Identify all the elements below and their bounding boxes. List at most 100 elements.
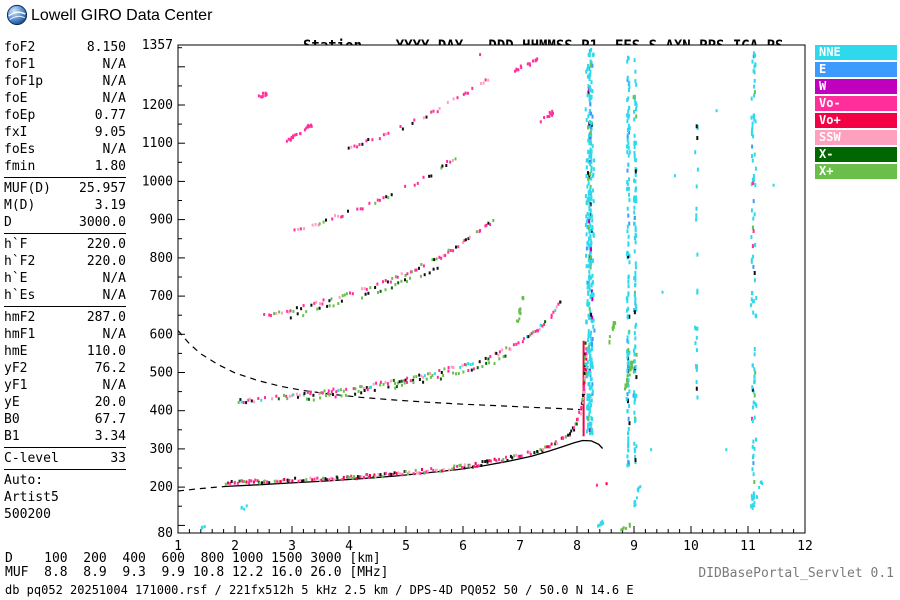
- param-label: Auto:: [4, 473, 44, 488]
- F-trace-5th-hop: [347, 78, 490, 150]
- echo-streak: [751, 480, 764, 511]
- param-label: h`F: [4, 237, 28, 252]
- param-label: foF2: [4, 40, 36, 55]
- parameter-panel: foF2 8.150 foF1 N/A foF1p N/A foE N/A foEp 0.77 fx…: [4, 39, 126, 523]
- param-label: foEp: [4, 108, 36, 123]
- param-row: hmE 110.0: [4, 343, 126, 360]
- x-tick-label: 2: [231, 539, 239, 554]
- param-label: yF2: [4, 361, 28, 376]
- param-row: fxI 9.05: [4, 124, 126, 141]
- param-row: B1 3.34: [4, 428, 126, 445]
- y-tick-label: 1000: [142, 174, 173, 189]
- param-row: D 3000.0: [4, 214, 126, 231]
- servlet-version: DIDBasePortal_Servlet 0.1: [698, 566, 894, 581]
- param-row: h`Es N/A: [4, 287, 126, 304]
- param-label: foE: [4, 91, 28, 106]
- param-value: 8.150: [86, 40, 126, 55]
- param-value: 9.05: [94, 125, 126, 140]
- param-label: MUF(D): [4, 181, 51, 196]
- param-value: N/A: [102, 327, 126, 342]
- ionogram-data: [178, 47, 775, 532]
- param-divider: [4, 306, 126, 307]
- giro-logo-icon: [6, 4, 28, 26]
- param-value: N/A: [102, 74, 126, 89]
- param-value: 1.80: [94, 159, 126, 174]
- x-tick-label: 11: [740, 539, 756, 554]
- param-label: C-level: [4, 451, 59, 466]
- y-tick-label: 900: [150, 213, 173, 228]
- echo-streak: [285, 123, 313, 143]
- legend-item-nne: NNE: [815, 45, 897, 60]
- x-tick-label: 1: [174, 539, 182, 554]
- param-value: N/A: [102, 271, 126, 286]
- x-tick-label: 3: [288, 539, 296, 554]
- spread-F-column-9.0MHz: [632, 58, 638, 464]
- echo-streak: [257, 91, 268, 99]
- legend-item-vo-: Vo-: [815, 96, 897, 111]
- y-tick-label: 1200: [142, 98, 173, 113]
- param-label: fxI: [4, 125, 28, 140]
- param-label: yE: [4, 395, 20, 410]
- y-tick-label: 300: [150, 442, 173, 457]
- axis-ticks: [177, 47, 806, 533]
- param-row: foF2 8.150: [4, 39, 126, 56]
- x-tick-label: 8: [573, 539, 581, 554]
- param-label: M(D): [4, 198, 36, 213]
- F-trace-2nd-hop: [237, 300, 562, 405]
- echo-streak: [597, 519, 605, 528]
- y-tick-label: 1100: [142, 136, 173, 151]
- param-divider: [4, 469, 126, 470]
- spread-F-column-8.9MHz: [625, 55, 631, 468]
- muf-row: MUF 8.8 8.9 9.3 9.9 10.8 12.2 16.0 26.0 …: [5, 565, 389, 580]
- param-row: yF1 N/A: [4, 377, 126, 394]
- param-value: N/A: [102, 378, 126, 393]
- legend-item-x-: X-: [815, 147, 897, 162]
- echo-streak: [620, 522, 631, 532]
- param-label: D: [4, 215, 12, 230]
- param-label: h`Es: [4, 288, 36, 303]
- brand-title: Lowell GIRO Data Center: [31, 7, 213, 24]
- isolated-echo-dots: [479, 53, 775, 487]
- param-row: hmF1 N/A: [4, 326, 126, 343]
- param-value: 3000.0: [79, 215, 126, 230]
- param-row: C-level 33: [4, 450, 126, 467]
- F-trace-3rd-hop-xmode: [289, 266, 439, 320]
- x-tick-label: 7: [516, 539, 524, 554]
- param-value: N/A: [102, 288, 126, 303]
- y-tick-label: 700: [150, 289, 173, 304]
- param-value: 20.0: [94, 395, 126, 410]
- profile-start-dashed: [178, 485, 227, 492]
- echo-streak: [200, 525, 206, 530]
- y-tick-label: 800: [150, 251, 173, 266]
- echo-direction-legend: NNE E W Vo- Vo+ SSW X- X+: [815, 45, 897, 181]
- x-tick-label: 4: [345, 539, 353, 554]
- param-row: foF1p N/A: [4, 73, 126, 90]
- F-trace-1st-hop: [224, 341, 588, 486]
- param-row: foE N/A: [4, 90, 126, 107]
- x-tick-label: 12: [797, 539, 813, 554]
- param-label: yF1: [4, 378, 28, 393]
- spread-F-column-11.1MHz: [750, 51, 758, 509]
- param-value: N/A: [102, 57, 126, 72]
- param-row: fmin 1.80: [4, 158, 126, 175]
- param-label: Artist5: [4, 490, 59, 505]
- plot-border: [177, 44, 806, 534]
- param-divider: [4, 447, 126, 448]
- x-tick-label: 6: [459, 539, 467, 554]
- legend-item-x+: X+: [815, 164, 897, 179]
- y-tick-label: 1357: [142, 38, 173, 53]
- param-label: 500200: [4, 507, 51, 522]
- echo-streak: [240, 504, 248, 511]
- param-label: foEs: [4, 142, 36, 157]
- echo-streak: [514, 57, 539, 73]
- param-row: yF2 76.2: [4, 360, 126, 377]
- param-value: 3.34: [94, 429, 126, 444]
- param-label: h`E: [4, 271, 28, 286]
- echo-streak: [608, 321, 617, 345]
- param-row: M(D) 3.19: [4, 197, 126, 214]
- param-value: 33: [110, 451, 126, 466]
- param-value: N/A: [102, 142, 126, 157]
- param-row: h`F2 220.0: [4, 253, 126, 270]
- param-value: 0.77: [94, 108, 126, 123]
- x-tick-label: 10: [683, 539, 699, 554]
